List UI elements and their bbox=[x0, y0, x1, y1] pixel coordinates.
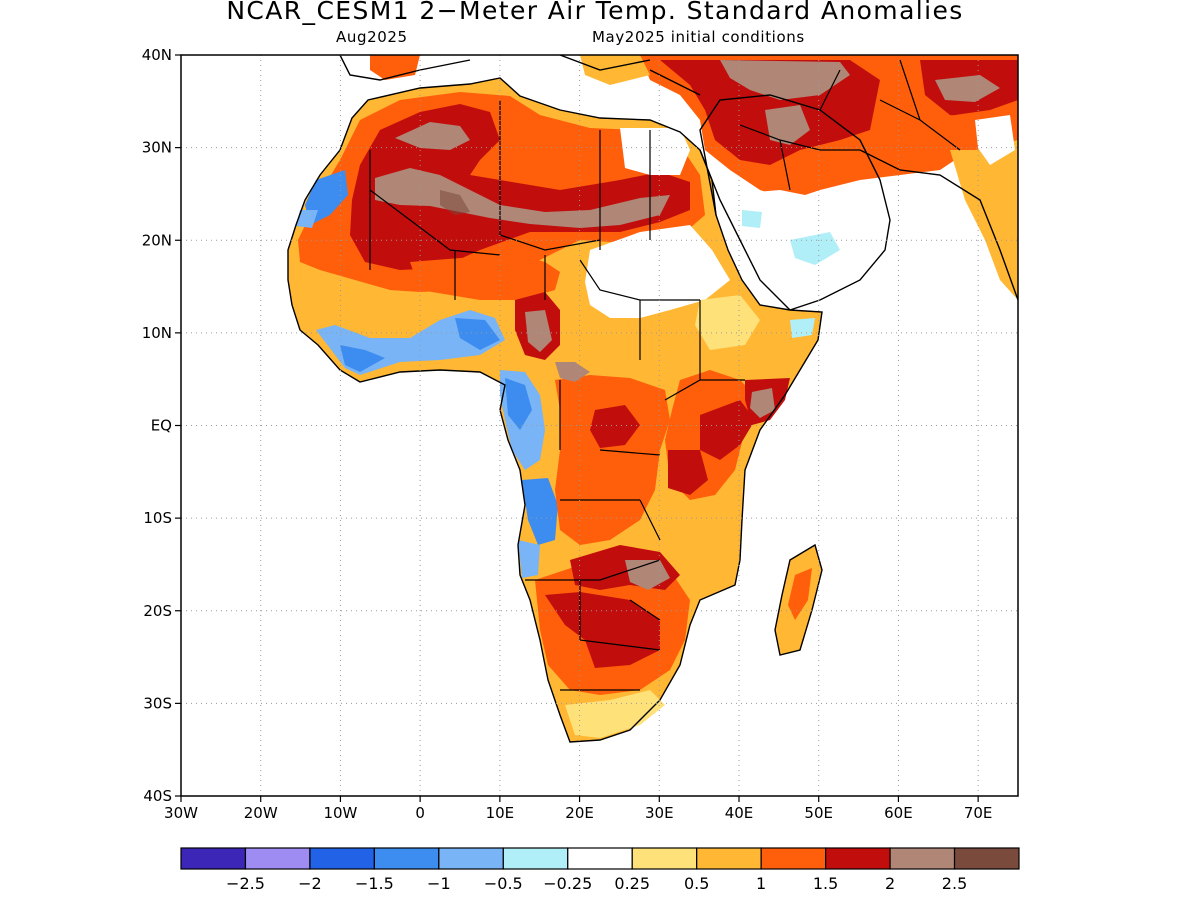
gabon-coast-cool-strong bbox=[505, 378, 532, 430]
init-conditions-label: May2025 initial conditions bbox=[592, 28, 805, 46]
drc-red-core bbox=[590, 405, 640, 448]
colorbar-label: −0.25 bbox=[543, 874, 592, 893]
colorbar-swatch bbox=[825, 847, 891, 870]
tanzania-red bbox=[668, 450, 708, 495]
lon-tick-label: 10W bbox=[323, 804, 357, 822]
kenya-red bbox=[700, 400, 755, 460]
coastlines bbox=[287, 55, 1018, 743]
colorbar-swatch bbox=[631, 847, 698, 870]
lon-tick-label: 50E bbox=[804, 804, 833, 822]
gridlines bbox=[181, 55, 1018, 796]
colorbar-swatch bbox=[696, 847, 762, 870]
colorbar-swatch bbox=[502, 847, 569, 870]
lon-tick-label: 30W bbox=[164, 804, 198, 822]
colorbar: −2.5 −2 −1.5 −1 −0.5 −0.25 0.25 0.5 1 1.5 2 2.5 bbox=[180, 847, 1020, 893]
djibouti-cool bbox=[790, 318, 815, 338]
lat-tick-label: 30S bbox=[143, 694, 172, 712]
afghan-extreme bbox=[935, 75, 1000, 102]
colorbar-label: 2 bbox=[885, 874, 895, 893]
colorbar-label: −1.5 bbox=[355, 874, 394, 893]
lon-tick-label: 70E bbox=[964, 804, 993, 822]
colorbar-label: −2 bbox=[298, 874, 322, 893]
ghana-cool bbox=[455, 318, 500, 350]
lat-tick-label: 20S bbox=[143, 602, 172, 620]
colorbar-swatch bbox=[953, 847, 1020, 870]
colorbar-swatch bbox=[180, 847, 247, 870]
lon-tick-label: 20E bbox=[565, 804, 594, 822]
ethiopia-warm bbox=[695, 295, 760, 350]
valid-month-label: Aug2025 bbox=[336, 28, 408, 46]
lat-tick-label: 30N bbox=[142, 139, 172, 157]
iraq-extreme bbox=[765, 105, 810, 145]
colorbar-swatch bbox=[889, 847, 956, 870]
south-africa-light bbox=[565, 690, 665, 738]
cameroon-extreme-core bbox=[525, 310, 552, 352]
lat-tick-label: 40S bbox=[143, 787, 172, 805]
lon-tick-label: 30E bbox=[645, 804, 674, 822]
egypt-neutral bbox=[620, 128, 690, 175]
colorbar-swatch bbox=[244, 847, 311, 870]
sahel-warm bbox=[410, 255, 560, 300]
anomaly-shading bbox=[287, 55, 1018, 743]
colorbar-swatch bbox=[438, 847, 504, 870]
colorbar-label: 1.5 bbox=[813, 874, 838, 893]
lat-tick-label: 20N bbox=[142, 231, 172, 249]
lon-tick-label: 60E bbox=[884, 804, 913, 822]
mauritania-coast-cool-lt bbox=[296, 210, 318, 228]
lat-tick-label: 40N bbox=[142, 46, 172, 64]
somalia-extreme bbox=[750, 388, 775, 418]
sahara-extreme bbox=[375, 168, 670, 228]
sahara-extreme-core bbox=[440, 190, 470, 215]
colorbar-swatch bbox=[373, 847, 440, 870]
lon-tick-label: 20W bbox=[244, 804, 278, 822]
lat-tick-label: 10S bbox=[143, 509, 172, 527]
map-title: NCAR_CESM1 2−Meter Air Temp. Standard An… bbox=[226, 0, 964, 25]
colorbar-label: −1 bbox=[427, 874, 451, 893]
arabia-cool-1 bbox=[742, 210, 762, 228]
europe-warm-2 bbox=[580, 55, 650, 85]
west-coast-cool-strong bbox=[340, 345, 385, 372]
colorbar-label: 0.25 bbox=[614, 874, 650, 893]
colorbar-label: 0.5 bbox=[684, 874, 709, 893]
angola-coast-cool-lt bbox=[518, 540, 540, 578]
colorbar-swatch bbox=[309, 847, 375, 870]
colorbar-swatch bbox=[760, 847, 827, 870]
lat-tick-label: EQ bbox=[151, 417, 172, 435]
colorbar-label: 1 bbox=[756, 874, 766, 893]
lon-tick-label: 40E bbox=[725, 804, 754, 822]
country-borders bbox=[369, 59, 961, 691]
colorbar-label: −2.5 bbox=[226, 874, 265, 893]
central-ring bbox=[555, 362, 590, 382]
lon-tick-label: 10E bbox=[486, 804, 515, 822]
angola-coast-cool bbox=[522, 478, 558, 545]
lon-tick-label: 0 bbox=[415, 804, 425, 822]
colorbar-label: 2.5 bbox=[942, 874, 967, 893]
madagascar-orange bbox=[788, 568, 812, 620]
colorbar-swatch bbox=[567, 847, 633, 870]
iran-extreme bbox=[720, 60, 850, 100]
north-coast-core bbox=[395, 122, 470, 150]
lat-tick-label: 10N bbox=[142, 324, 172, 342]
arabia-cool-2 bbox=[790, 232, 840, 265]
colorbar-label: −0.5 bbox=[484, 874, 523, 893]
india-warm bbox=[950, 140, 1018, 300]
india-neutral bbox=[975, 115, 1015, 165]
